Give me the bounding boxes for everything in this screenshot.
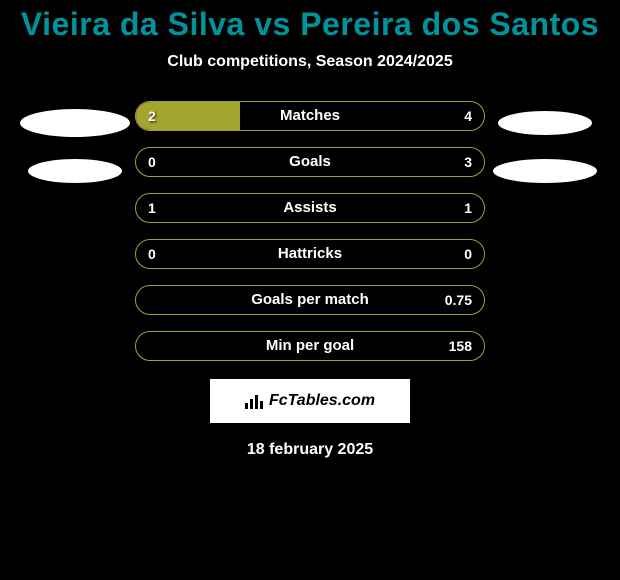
bars-icon xyxy=(245,393,263,409)
player-left-ellipse-0 xyxy=(20,109,130,137)
stat-label: Assists xyxy=(136,194,484,222)
stat-bar-matches: 24Matches xyxy=(135,101,485,131)
stat-bars-column: 24Matches 03Goals 11Assists 00Hattricks 0.75… xyxy=(135,101,485,361)
player-left-ellipse-1 xyxy=(28,159,122,183)
stat-bar-goals-per-match: 0.75Goals per match xyxy=(135,285,485,315)
stat-bar-assists: 11Assists xyxy=(135,193,485,223)
stat-label: Goals per match xyxy=(136,286,484,314)
comparison-infographic: Vieira da Silva vs Pereira dos Santos Cl… xyxy=(0,0,620,580)
stat-bar-min-per-goal: 158Min per goal xyxy=(135,331,485,361)
stat-label: Matches xyxy=(136,102,484,130)
player-right-ellipse-1 xyxy=(493,159,597,183)
player-right-ellipse-0 xyxy=(498,111,592,135)
page-title: Vieira da Silva vs Pereira dos Santos xyxy=(21,6,599,43)
date-line: 18 february 2025 xyxy=(247,441,373,459)
page-subtitle: Club competitions, Season 2024/2025 xyxy=(167,53,452,71)
stat-bar-goals: 03Goals xyxy=(135,147,485,177)
stat-bar-hattricks: 00Hattricks xyxy=(135,239,485,269)
stat-label: Hattricks xyxy=(136,240,484,268)
player-left-column xyxy=(15,101,135,183)
player-right-column xyxy=(485,101,605,183)
stat-label: Goals xyxy=(136,148,484,176)
stat-label: Min per goal xyxy=(136,332,484,360)
content-row: 24Matches 03Goals 11Assists 00Hattricks 0.75… xyxy=(0,101,620,361)
source-logo-text: FcTables.com xyxy=(269,392,375,410)
source-logo: FcTables.com xyxy=(210,379,410,423)
